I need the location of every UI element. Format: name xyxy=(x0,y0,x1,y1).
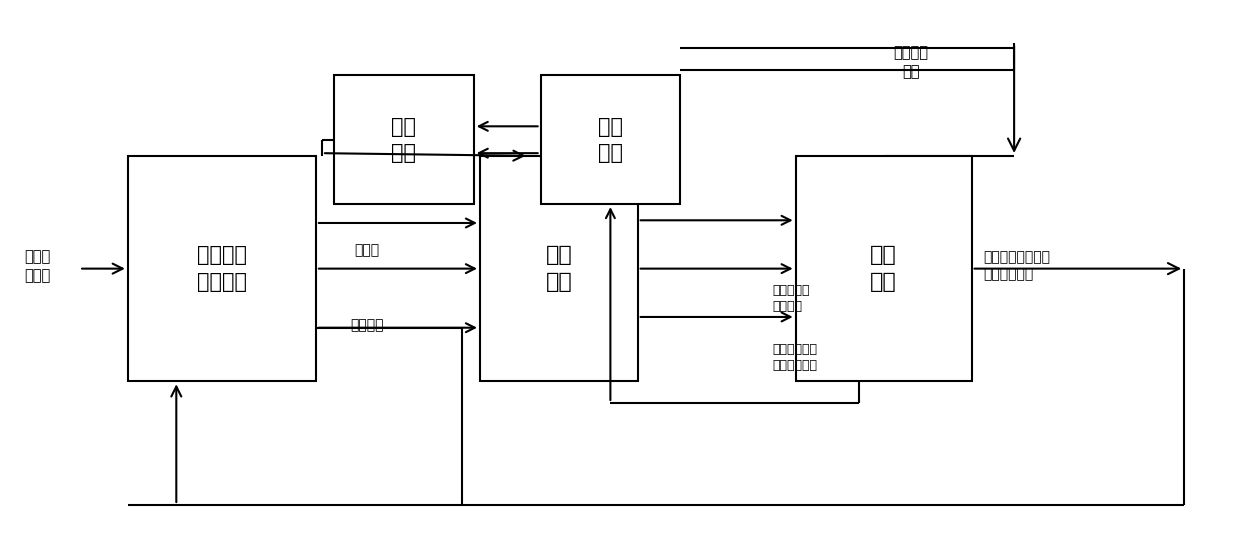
Text: 反馈校正: 反馈校正 xyxy=(351,318,384,332)
Bar xyxy=(128,156,316,381)
Bar xyxy=(479,156,638,381)
Text: 模型
辨识: 模型 辨识 xyxy=(598,117,623,163)
Text: 预测
控制: 预测 控制 xyxy=(545,246,572,292)
Text: 二级网供回水温度
和二级网流量: 二级网供回水温度 和二级网流量 xyxy=(984,250,1051,282)
Text: 参考值: 参考值 xyxy=(354,243,379,257)
Text: 供热负荷
预报方法: 供热负荷 预报方法 xyxy=(197,246,247,292)
Text: 供热负
荷序列: 供热负 荷序列 xyxy=(25,249,51,283)
Bar xyxy=(795,156,971,381)
Text: 对象
模型: 对象 模型 xyxy=(870,246,897,292)
Text: 一级网流量
阀门开度: 一级网流量 阀门开度 xyxy=(772,284,810,313)
Text: 环境参数
扰动: 环境参数 扰动 xyxy=(893,45,928,79)
Text: 前馈
补偿: 前馈 补偿 xyxy=(392,117,416,163)
Bar xyxy=(335,75,473,204)
Text: 二级网循环水
泵变频器频率: 二级网循环水 泵变频器频率 xyxy=(772,342,818,372)
Bar xyxy=(540,75,680,204)
